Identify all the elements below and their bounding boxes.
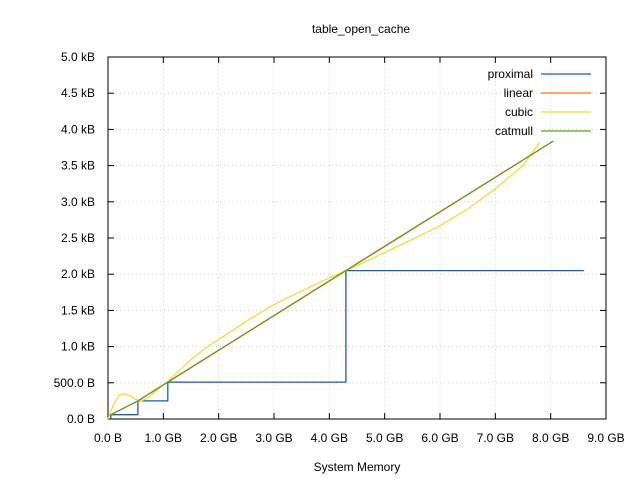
x-axis-label: System Memory [314,460,401,474]
y-tick-label: 4.5 kB [61,86,95,100]
legend-label-cubic: cubic [505,105,533,119]
x-tick-label: 5.0 GB [366,431,403,445]
grid [108,57,606,419]
legend-label-linear: linear [504,86,533,100]
x-tick-label: 4.0 GB [311,431,348,445]
y-tick-label: 1.5 kB [61,303,95,317]
series-line-proximal [110,269,584,419]
x-tick-label: 6.0 GB [421,431,458,445]
legend-label-proximal: proximal [488,67,533,81]
series-line-cubic [107,142,541,420]
legend: proximal linear cubic catmull [488,67,591,138]
y-tick-label: 3.0 kB [61,195,95,209]
axis-ticks [107,56,607,420]
series-group [107,140,584,420]
x-tick-label: 2.0 GB [200,431,237,445]
y-tick-label: 3.5 kB [61,159,95,173]
y-tick-label: 500.0 B [54,376,95,390]
y-tick-label: 4.0 kB [61,122,95,136]
x-tick-label: 1.0 GB [145,431,182,445]
x-tick-label: 7.0 GB [477,431,514,445]
y-tick-label: 5.0 kB [61,50,95,64]
x-tick-label: 0.0 B [94,431,122,445]
x-tick-label: 8.0 GB [532,431,569,445]
y-tick-label: 0.0 B [67,412,95,426]
x-tick-label: 3.0 GB [255,431,292,445]
y-tick-label: 1.0 kB [61,340,95,354]
legend-label-catmull: catmull [495,124,533,138]
chart-title: table_open_cache [312,22,410,36]
y-tick-label: 2.0 kB [61,267,95,281]
x-tick-label: 9.0 GB [587,431,624,445]
y-tick-label: 2.5 kB [61,231,95,245]
tick-labels: 0.0 B 1.0 GB 2.0 GB 3.0 GB 4.0 GB 5.0 GB 6.0 G… [54,50,625,445]
series-line-catmull [110,140,554,416]
